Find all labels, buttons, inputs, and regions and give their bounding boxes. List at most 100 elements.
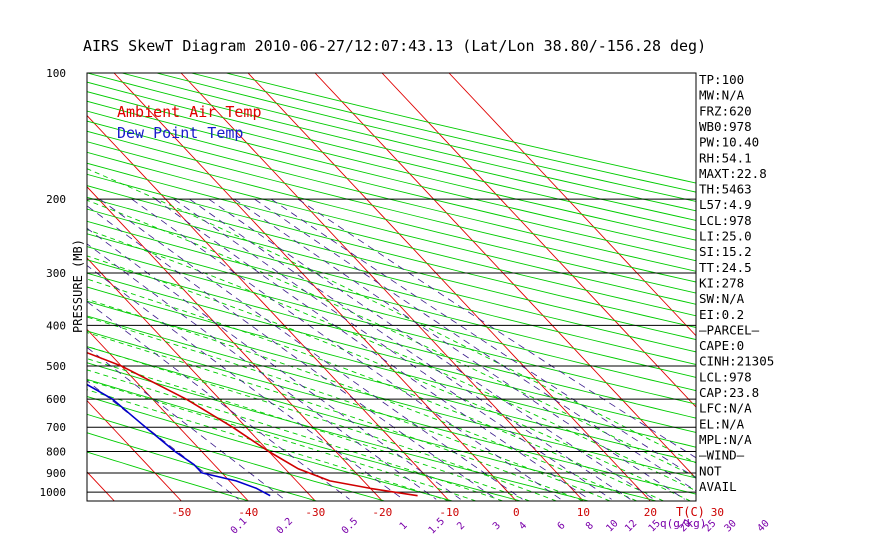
index-item: KI:278 [699,275,744,290]
dry-adiabat-line [87,173,696,328]
stability-indices-list: TP:100MW:N/AFRZ:620WB0:978PW:10.40RH:54.… [699,72,774,494]
dry-adiabat-line [87,315,696,479]
dry-adiabat-line [87,413,385,501]
index-item: LCL:978 [699,213,752,228]
index-item: CAP:23.8 [699,385,759,400]
isotherm-line [87,328,249,501]
mixing-ratio-lines [87,198,696,500]
mixing-ratio-tick: 1.5 [427,516,448,537]
index-item: CINH:21305 [699,354,774,369]
ambient-air-temp-profile [87,351,418,497]
bottom-temperature-tick: -20 [372,506,392,519]
bottom-temperature-tick: -10 [439,506,459,519]
isobar-lines [87,73,696,493]
mixing-ratio-tick: 0.5 [340,516,361,537]
moist-adiabat-line [87,229,696,492]
dry-adiabat-line [87,110,696,262]
mixing-ratio-tick: 3 [491,520,503,532]
dry-adiabat-line [87,362,589,501]
pressure-tick-label: 1000 [40,486,67,499]
mixing-ratio-tick: 0.1 [229,516,250,537]
dry-adiabat-line [87,185,696,341]
pressure-tick-label: 600 [46,393,66,406]
bottom-temperature-ticks: -50 -40 -30 -20 -10 0 10 20 30 [171,506,724,519]
mixing-ratio-tick: 10 [604,518,620,534]
legend: Ambient Air Temp Dew Point Temp [117,103,262,142]
bottom-temperature-tick: -50 [171,506,191,519]
dry-adiabat-line [87,378,521,501]
dew-point-temp-profile [87,383,271,497]
moist-adiabat-line [87,255,691,501]
legend-dew-point-temp: Dew Point Temp [117,124,243,142]
mixing-ratio-tick: 8 [584,520,596,532]
dry-adiabat-line [87,330,696,495]
bottom-temperature-tick: -40 [238,506,258,519]
mixing-ratio-tick: 12 [623,518,639,534]
dry-adiabat-line [87,120,696,272]
index-item: LCL:978 [699,369,752,384]
chart-title: AIRS SkewT Diagram 2010-06-27/12:07:43.1… [83,37,706,55]
index-item: TH:5463 [699,182,752,197]
isotherm-line [448,73,696,337]
dry-adiabat-line [87,130,696,283]
index-item: —PARCEL— [699,322,760,337]
mixing-ratio-tick: 6 [556,520,568,532]
dry-adiabat-line [87,233,696,392]
dry-adiabat-line [87,162,696,317]
dry-adiabat-line [87,208,696,365]
index-item: SW:N/A [699,291,745,306]
y-axis-label: PRESSURE (MB) [71,239,85,333]
mixing-ratio-tick: 2 [455,520,467,532]
isotherm-line [314,73,696,479]
dry-adiabat-line [87,246,696,405]
mixing-ratio-line [87,380,239,500]
dry-adiabat-line [87,100,696,251]
dry-adiabat-line [87,396,453,501]
dry-adiabat-line [87,451,250,501]
bottom-temperature-tick: 20 [644,506,657,519]
index-item: NOT [699,463,722,478]
pressure-tick-label: 800 [46,446,66,459]
mixing-ratio-tick: 1 [398,520,410,532]
pressure-tick-label: 500 [46,360,66,373]
index-item: —WIND— [699,448,745,463]
dry-adiabat-line [87,141,696,294]
dry-adiabat-line [87,196,696,353]
dry-adiabat-line [87,432,317,501]
index-item: L57:4.9 [699,197,752,212]
mixing-ratio-line [297,198,696,459]
mixing-ratio-tick: 40 [755,518,771,534]
dry-adiabat-line [87,259,696,419]
isotherm-line [87,399,182,501]
index-item: RH:54.1 [699,150,752,165]
mixing-ratio-tick: 30 [723,518,739,534]
isotherm-line [87,471,115,501]
mixing-ratio-line [87,301,350,500]
sounding-profiles [87,351,418,497]
index-item: LFC:N/A [699,401,752,416]
pressure-tick-label: 400 [46,319,66,332]
mixing-ratio-line [234,198,685,500]
bottom-temperature-tick: 30 [711,506,724,519]
index-item: CAPE:0 [699,338,744,353]
index-item: EL:N/A [699,416,745,431]
isotherm-line [180,73,584,501]
index-item: PW:10.40 [699,135,759,150]
pressure-axis-labels: 100 200 300 400 500 600 700 800 900 1000 [40,67,67,499]
pressure-tick-label: 900 [46,467,66,480]
index-item: AVAIL [699,479,737,494]
isotherm-line [247,73,651,501]
mixing-ratio-line [208,198,655,500]
temperature-unit-label: T(C) [676,505,705,519]
mixing-ratio-unit-label: q(g/kg) [660,517,706,530]
mixing-ratio-line [87,227,461,500]
index-item: LI:25.0 [699,229,752,244]
pressure-tick-label: 100 [46,67,66,80]
isotherm-line [113,73,517,501]
pressure-tick-label: 700 [46,421,66,434]
bottom-temperature-tick: 0 [513,506,520,519]
mixing-ratio-tick: 0.2 [275,516,296,537]
index-item: EI:0.2 [699,307,744,322]
dry-adiabat-line [87,300,696,463]
